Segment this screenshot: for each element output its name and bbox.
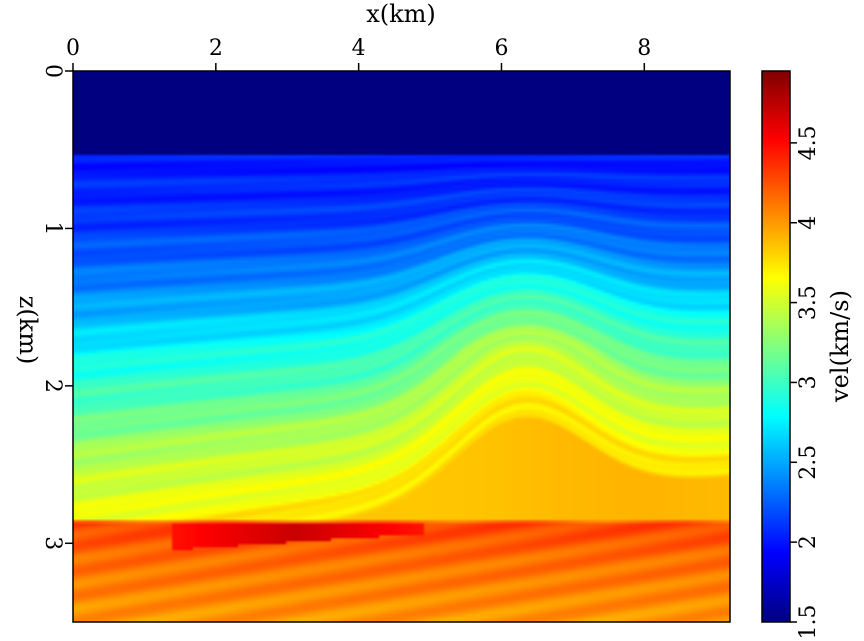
colorbar-tick-label: 2.5 <box>796 445 821 480</box>
colorbar-title: vel(km/s) <box>826 290 854 403</box>
y-axis-title: z(km) <box>14 296 42 365</box>
x-tick-label: 2 <box>209 36 223 61</box>
y-tick-label: 0 <box>40 64 65 78</box>
colorbar-axis: 1.5 2 2.5 3 3.5 4 4.5 <box>790 125 821 640</box>
x-tick-label: 0 <box>66 36 80 61</box>
y-tick-label: 1 <box>40 221 65 235</box>
colorbar-tick-label: 4.5 <box>796 125 821 160</box>
heatmap-image <box>73 71 730 622</box>
colorbar-tick-label: 4 <box>796 216 821 230</box>
colorbar-tick-label: 3 <box>796 375 821 389</box>
x-tick-label: 4 <box>352 36 366 61</box>
plot-frame <box>72 70 731 623</box>
x-axis-title: x(km) <box>366 0 436 28</box>
x-tick-label: 8 <box>637 36 651 61</box>
colorbar-tick-label: 2 <box>796 535 821 549</box>
colorbar-tick-label: 3.5 <box>796 285 821 320</box>
x-tick-label: 6 <box>494 36 508 61</box>
colorbar <box>761 70 791 623</box>
y-tick-label: 2 <box>40 379 65 393</box>
y-axis: 0 1 2 3 <box>40 64 73 550</box>
y-tick-label: 3 <box>40 536 65 550</box>
colorbar-tick-label: 1.5 <box>796 605 821 640</box>
velocity-heatmap <box>73 71 730 622</box>
x-axis: 0 2 4 6 8 <box>66 36 651 71</box>
